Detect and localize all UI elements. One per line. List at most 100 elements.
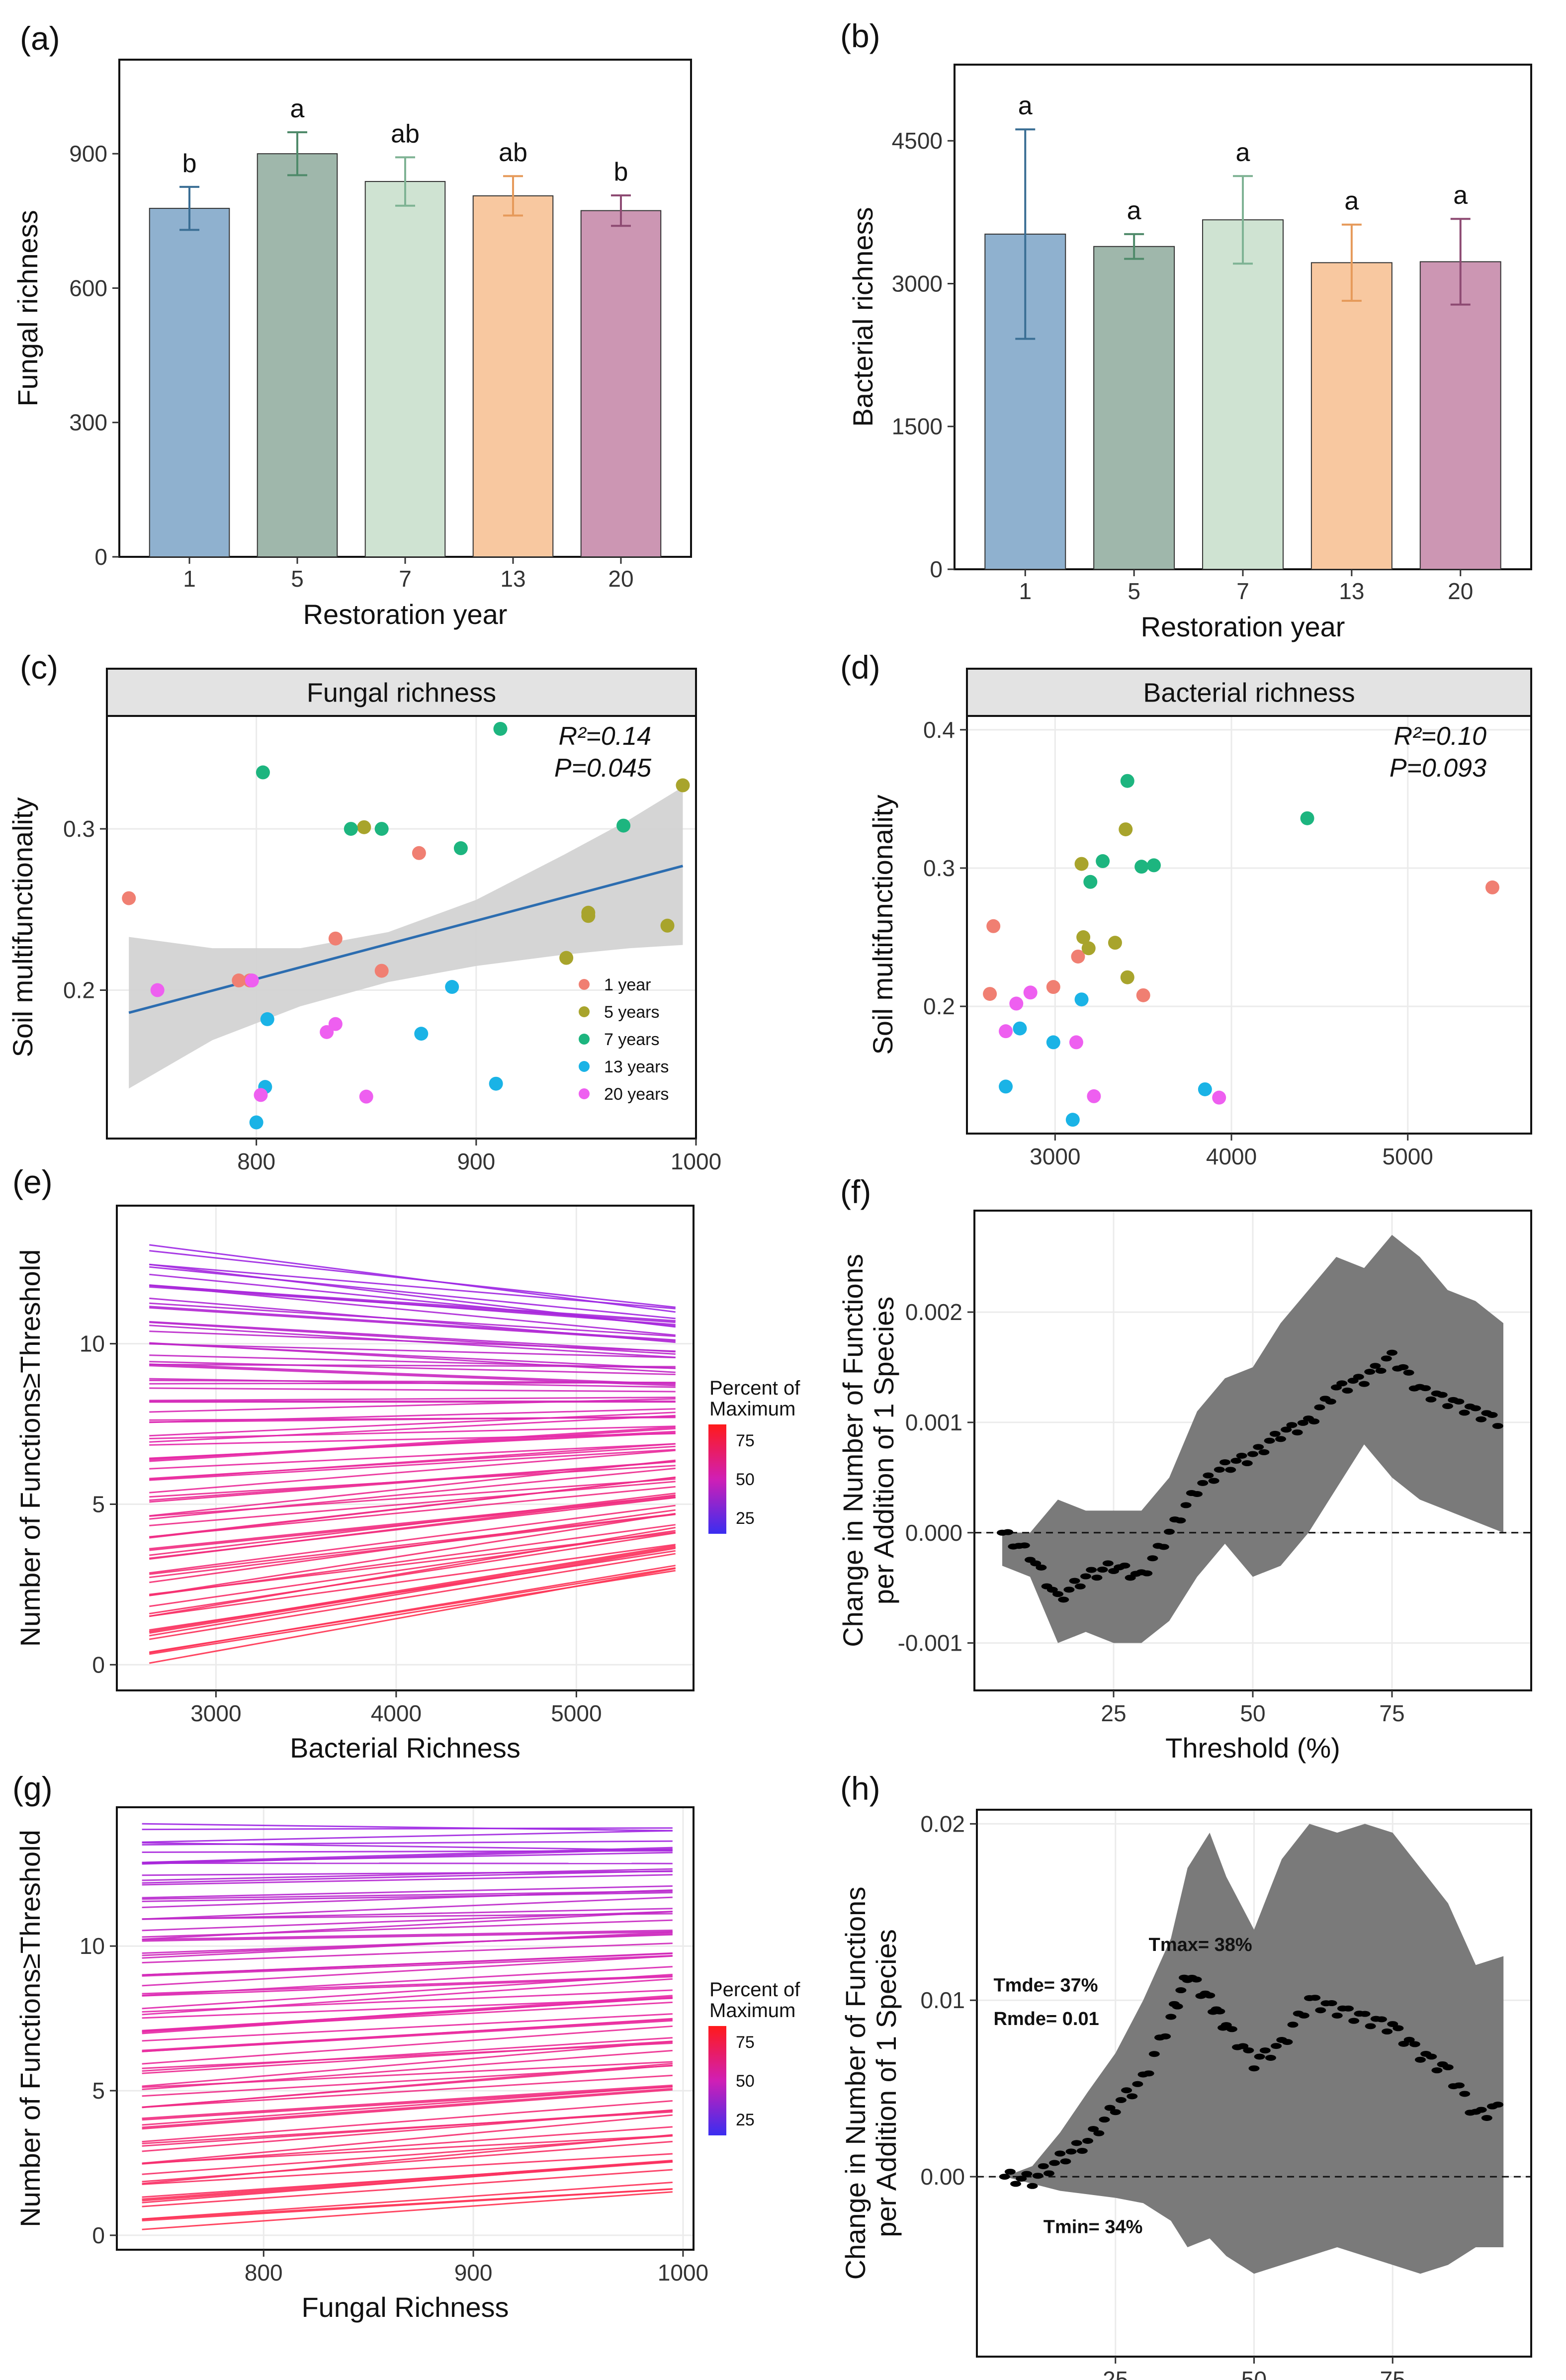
panel-e-threshold-line	[149, 1449, 676, 1494]
panel-f-estimate-point	[1442, 1403, 1453, 1410]
panel-g-threshold-line	[142, 2074, 673, 2109]
panel-e-threshold-line	[149, 1397, 676, 1402]
panel-d-ytick-label: 0.2	[923, 993, 955, 1019]
panel-d-r2-annotation: R²=0.10	[1394, 722, 1487, 751]
panel-f-estimate-point	[1180, 1502, 1192, 1508]
panel-e-threshold-line	[149, 1467, 676, 1520]
panel-h-estimate-point	[1060, 2158, 1071, 2165]
panel-d-point	[1081, 941, 1096, 956]
panel-h-estimate-point	[1054, 2150, 1066, 2157]
panel-h-estimate-point	[1376, 2016, 1387, 2023]
panel-h: 0.00 0.01 0.02 25 50 75 Change in Number of Fu…	[840, 1809, 1532, 2380]
panel-d-ytick-label: 0.3	[923, 855, 955, 881]
panel-c-point	[320, 1025, 334, 1039]
panel-d-point	[1120, 774, 1134, 788]
panel-h-tmde-annotation: Tmde= 37%	[993, 1975, 1098, 1996]
panel-h-confidence-band	[1004, 1824, 1504, 2274]
panel-c-p-annotation: P=0.045	[554, 754, 652, 783]
panel-d-point	[1119, 822, 1133, 837]
panel-g-threshold-line	[142, 1929, 673, 1942]
panel-b-significance-letter: a	[1344, 187, 1359, 216]
panel-g-x-axis-title: Fungal Richness	[301, 2292, 509, 2323]
panel-h-estimate-point	[1248, 2065, 1260, 2072]
panel-b: a 1 a 5 a 7 a 13 a 20 0 1500 3000 4500 Bacterial richn…	[847, 64, 1532, 642]
panel-b-ytick-label: 1500	[892, 414, 943, 440]
panel-d-point	[1146, 858, 1161, 873]
panel-e-threshold-line	[149, 1513, 676, 1579]
panel-g-threshold-line	[142, 2084, 673, 2121]
panel-f-xtick-label: 50	[1240, 1700, 1265, 1726]
panel-f-ytick-label: 0.002	[905, 1299, 962, 1325]
panel-a-bar	[580, 210, 662, 558]
panel-c-frame	[106, 715, 697, 1140]
panel-h-ytick-label: 0.01	[920, 1987, 965, 2013]
panel-g-threshold-line	[142, 1955, 673, 1987]
panel-h-estimate-point	[1082, 2137, 1093, 2144]
panel-g-threshold-line	[142, 1823, 673, 1832]
panel-f-estimate-point	[1314, 1404, 1325, 1410]
panel-f-estimate-point	[1292, 1429, 1303, 1436]
panel-h-estimate-point	[1143, 2070, 1154, 2077]
panel-e-xtick-label: 3000	[190, 1700, 241, 1726]
panel-f-estimate-point	[1219, 1459, 1230, 1466]
panel-f-estimate-point	[1175, 1517, 1186, 1524]
panel-h-estimate-point	[1104, 2105, 1116, 2111]
panel-f-estimate-point	[1230, 1458, 1242, 1464]
panel-c-point	[245, 973, 259, 988]
panel-f-estimate-point	[1375, 1368, 1387, 1374]
panel-h-tmax-annotation: Tmax= 38%	[1149, 1935, 1252, 1955]
panel-c-xtick-label: 1000	[671, 1148, 721, 1174]
panel-h-xtick-label: 75	[1380, 2367, 1405, 2380]
panel-c-legend-key	[579, 1061, 590, 1072]
panel-f-x-axis-title: Threshold (%)	[1165, 1732, 1340, 1763]
panel-f-estimate-point	[1308, 1418, 1320, 1424]
panel-c-point	[150, 983, 165, 997]
panel-g-threshold-line	[142, 2041, 673, 2087]
panel-g-threshold-line	[142, 1934, 673, 1954]
panel-h-estimate-point	[1403, 2036, 1415, 2043]
panel-e-ytick-label: 5	[92, 1491, 105, 1517]
panel-g-threshold-line	[142, 2013, 673, 2042]
panel-f-estimate-point	[1192, 1491, 1203, 1497]
panel-f-estimate-point	[1370, 1363, 1381, 1369]
panel-d-p-annotation: P=0.093	[1390, 754, 1486, 783]
panel-d-point	[1065, 1113, 1080, 1127]
panel-c-y-axis-title: Soil multifunctionality	[7, 797, 38, 1058]
panel-a-ytick-label: 0	[94, 544, 107, 570]
panel-c-point	[493, 721, 508, 736]
panel-c-legend-label: 13 years	[604, 1058, 669, 1076]
panel-b-bar	[1419, 261, 1501, 570]
panel-c-point	[249, 1115, 263, 1130]
panel-g-frame	[116, 1806, 695, 2251]
panel-a-xtick-label: 13	[500, 566, 525, 592]
panel-g-xtick-label: 800	[245, 2260, 283, 2286]
panel-h-estimate-point	[1172, 2003, 1183, 2010]
panel-c-legend-label: 5 years	[604, 1003, 660, 1022]
panel-g-threshold-line	[142, 1942, 673, 1964]
panel-g-threshold-line	[142, 2135, 673, 2175]
panel-f-estimate-point	[1325, 1399, 1336, 1405]
panel-e-threshold-line	[149, 1565, 676, 1654]
panel-label-b: (b)	[840, 17, 880, 54]
panel-a-bar	[472, 195, 554, 557]
panel-e-threshold-line	[149, 1443, 676, 1470]
panel-f-confidence-band	[1002, 1234, 1503, 1643]
panel-e-threshold-line	[149, 1512, 676, 1596]
panel-h-estimate-point	[1115, 2097, 1127, 2103]
panel-h-ytick-label: 0.00	[920, 2164, 965, 2190]
panel-h-estimate-point	[1021, 2171, 1033, 2177]
panel-h-estimate-point	[1243, 2047, 1254, 2054]
panel-e-threshold-line	[149, 1426, 676, 1462]
panel-h-estimate-point	[1043, 2170, 1054, 2177]
panel-e-threshold-line	[149, 1343, 676, 1359]
panel-c-r2-annotation: R²=0.14	[559, 722, 651, 751]
panel-h-estimate-point	[1027, 2183, 1038, 2189]
panel-g-threshold-line	[142, 2025, 673, 2065]
panel-f-estimate-point	[1353, 1374, 1364, 1380]
panel-g-ytick-label: 0	[92, 2222, 105, 2248]
panel-e-legend-tick-label: 75	[736, 1431, 755, 1450]
panel-f-estimate-point	[1208, 1478, 1219, 1484]
panel-g-xtick-label: 1000	[658, 2260, 708, 2286]
panel-f-xtick-label: 25	[1101, 1700, 1126, 1726]
panel-d-point	[983, 987, 997, 1001]
